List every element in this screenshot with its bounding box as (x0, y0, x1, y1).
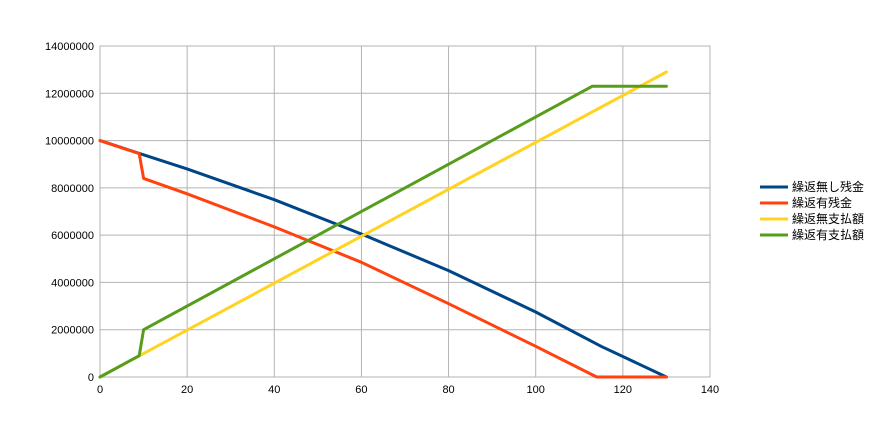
x-tick-label: 0 (97, 384, 103, 396)
x-tick-label: 100 (527, 384, 545, 396)
x-tick-label: 40 (268, 384, 280, 396)
x-axis-ticks: 0 20 40 60 80 100 120 140 (97, 384, 719, 396)
y-axis-ticks: 0 2000000 4000000 6000000 8000000 10000000 120… (45, 41, 94, 384)
series-lines (98, 70, 668, 379)
y-tick-label: 2000000 (51, 325, 94, 337)
y-tick-label: 14000000 (45, 41, 94, 53)
legend-label: 繰返有残金 (792, 195, 852, 210)
legend-label: 繰返有支払額 (792, 228, 864, 242)
x-tick-label: 80 (442, 384, 454, 396)
y-tick-label: 8000000 (51, 183, 94, 195)
x-tick-label: 120 (614, 384, 632, 396)
y-tick-label: 12000000 (45, 88, 94, 100)
y-tick-label: 10000000 (45, 136, 94, 148)
series-line-4 (98, 84, 668, 379)
x-tick-label: 20 (181, 384, 193, 396)
y-tick-label: 6000000 (51, 230, 94, 242)
legend-label: 繰返無し残金 (792, 179, 864, 194)
y-tick-label: 4000000 (51, 277, 94, 289)
series-line-3 (98, 70, 668, 379)
legend-label: 繰返無支払額 (792, 211, 864, 226)
series-line-2 (98, 139, 668, 379)
x-tick-label: 60 (355, 384, 367, 396)
x-tick-label: 140 (701, 384, 719, 396)
series-line-1 (98, 139, 668, 379)
plot-area-border (99, 45, 711, 378)
y-tick-label: 0 (88, 372, 94, 384)
